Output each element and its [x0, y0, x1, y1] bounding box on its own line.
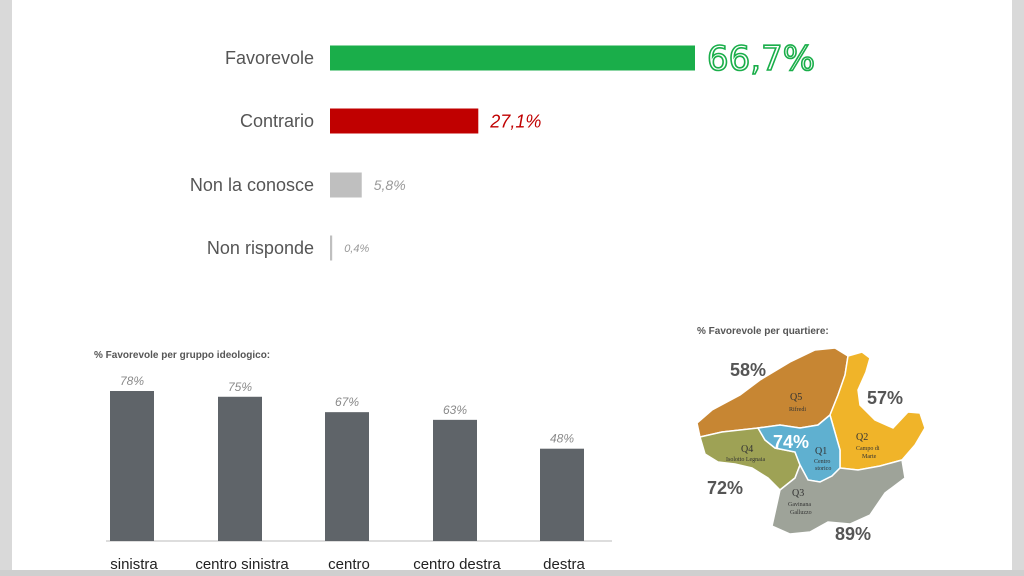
column-label-destra: destra	[543, 556, 585, 573]
column-sinistra	[110, 391, 154, 541]
hbar-label-non-la-conosce: Non la conosce	[190, 175, 314, 195]
hbar-label-favorevole: Favorevole	[225, 48, 314, 68]
column-label-centro-sinistra: centro sinistra	[195, 556, 289, 573]
column-centro-destra	[433, 419, 477, 541]
map-q1-name-line1: Centro	[814, 459, 830, 465]
map-q4-name: Isolotto Legnaia	[726, 457, 765, 463]
map-q1-value: 74%	[773, 432, 809, 452]
hbar-label-contrario: Contrario	[240, 111, 314, 131]
hbar-value-non-la-conosce: 5,8%	[374, 177, 406, 193]
map-region-q3	[771, 459, 906, 535]
hbar-contrario	[330, 108, 479, 134]
map-q5-code: Q5	[790, 392, 802, 403]
window-bottom-edge	[0, 570, 1024, 576]
map-q1-name-line2: storico	[815, 466, 831, 472]
column-value-sinistra: 78%	[120, 374, 144, 388]
map-q5-name: Rifredi	[789, 406, 806, 413]
hbar-value-non-risponde: 0,4%	[344, 243, 369, 255]
map-q3-code: Q3	[792, 488, 804, 499]
map-q2-value: 57%	[867, 388, 903, 408]
map-q2-name-line2: Marte	[862, 454, 877, 460]
column-value-centro-sinistra: 75%	[228, 380, 252, 394]
column-centro-sinistra	[218, 396, 262, 541]
map-q3-name-line2: Galluzzo	[790, 510, 812, 516]
map-q2-code: Q2	[856, 432, 868, 443]
column-label-centro-destra: centro destra	[413, 556, 501, 573]
map-q2-name-line1: Campo di	[856, 446, 880, 452]
column-value-centro-destra: 63%	[443, 403, 467, 417]
map-q4-value: 72%	[707, 478, 743, 498]
column-destra	[540, 448, 584, 541]
hbar-label-non-risponde: Non risponde	[207, 238, 314, 258]
map-q3-name-line1: Gavinana	[788, 502, 811, 508]
map-q1-code: Q1	[815, 446, 827, 457]
map-q5-value: 58%	[730, 360, 766, 380]
ideological-chart-title: % Favorevole per gruppo ideologico:	[94, 350, 270, 361]
column-centro	[325, 412, 369, 541]
horizontal-bar-chart: Favorevole 66,7% Contrario 27,1% Non la cono…	[190, 38, 816, 261]
district-map: % Favorevole per quartiere: Q5 Rifredi Q…	[696, 326, 926, 544]
map-q3-value: 89%	[835, 524, 871, 544]
map-q4-code: Q4	[741, 444, 753, 455]
hbar-non-risponde	[330, 235, 333, 261]
hbar-value-contrario: 27,1%	[489, 111, 541, 131]
column-value-centro: 67%	[335, 395, 359, 409]
map-title: % Favorevole per quartiere:	[697, 326, 829, 337]
column-label-centro: centro	[328, 556, 370, 573]
column-value-destra: 48%	[550, 432, 574, 446]
ideological-group-chart: % Favorevole per gruppo ideologico: 78% s…	[94, 350, 612, 573]
hbar-favorevole	[330, 45, 695, 71]
hbar-non-la-conosce	[330, 172, 362, 198]
column-label-sinistra: sinistra	[110, 556, 158, 573]
hbar-value-favorevole: 66,7%	[707, 39, 815, 79]
